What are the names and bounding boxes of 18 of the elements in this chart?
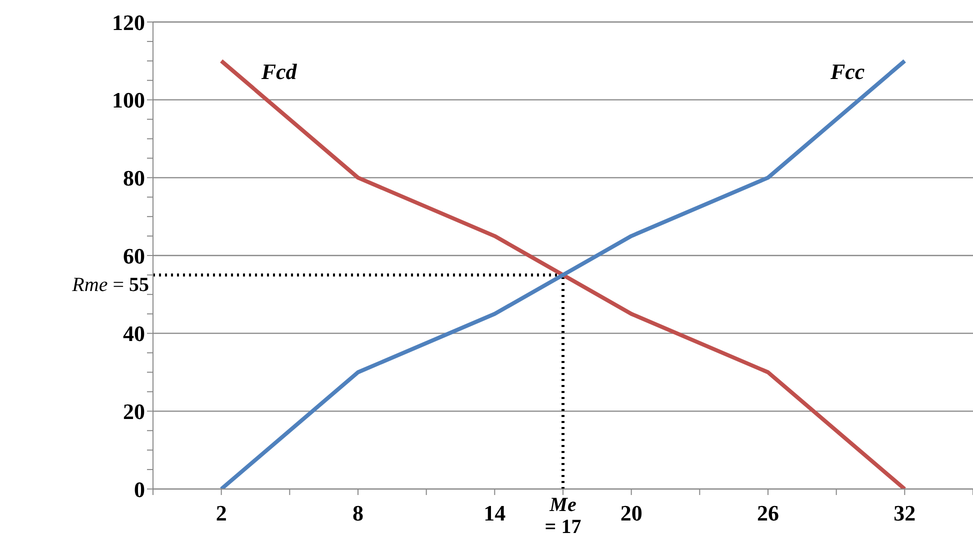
series-label: Fcd (260, 58, 298, 84)
y-tick-label: 100 (112, 88, 145, 113)
ref-line-label: Me = 17 (544, 494, 582, 538)
ref-line-label: Rme = 55 (71, 274, 149, 296)
x-tick-label: 20 (620, 500, 642, 526)
y-tick-label: 20 (123, 398, 145, 424)
x-tick-label: 8 (352, 500, 364, 526)
x-tick-label: 14 (484, 500, 506, 526)
x-tick-label: 2 (216, 500, 227, 526)
series-label: Fcc (829, 58, 865, 84)
line-series (219, 58, 907, 489)
y-tick-label: 40 (123, 321, 145, 346)
y-tick-label: 0 (134, 476, 145, 502)
x-tick-label: 26 (757, 500, 779, 526)
y-tick-label: 80 (123, 165, 145, 190)
y-tick-label: 120 (112, 10, 145, 35)
y-tick-label: 60 (123, 243, 145, 268)
x-tick-label: 32 (894, 500, 916, 526)
